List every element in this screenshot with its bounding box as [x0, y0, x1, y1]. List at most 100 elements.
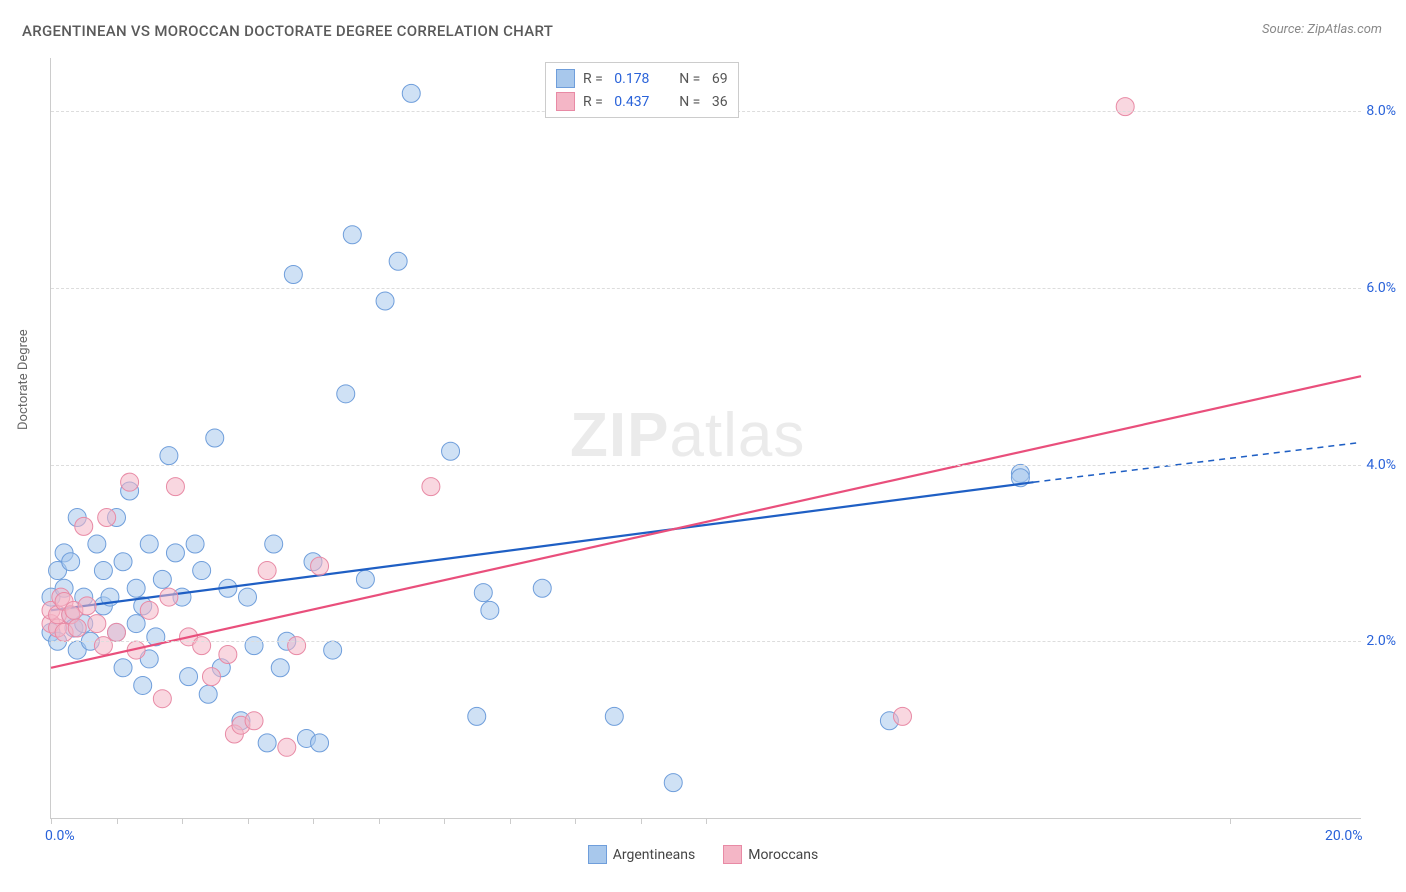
scatter-point	[481, 601, 499, 619]
legend-swatch	[556, 92, 575, 111]
scatter-point	[98, 509, 116, 527]
legend-series-label: Argentineans	[613, 847, 695, 863]
scatter-point	[468, 707, 486, 725]
legend-swatch	[556, 69, 575, 88]
scatter-point	[140, 601, 158, 619]
x-tick-mark	[510, 818, 511, 824]
scatter-point	[180, 668, 198, 686]
legend-n-value: 36	[712, 94, 728, 110]
scatter-point	[324, 641, 342, 659]
scatter-point	[402, 84, 420, 102]
y-tick-label: 2.0%	[1366, 633, 1396, 649]
x-tick-mark	[117, 818, 118, 824]
scatter-point	[337, 385, 355, 403]
scatter-point	[134, 676, 152, 694]
legend-swatch	[588, 845, 607, 864]
x-tick-mark	[51, 818, 52, 824]
trend-line-extrapolated	[1034, 442, 1362, 482]
y-tick-label: 8.0%	[1366, 103, 1396, 119]
scatter-point	[78, 597, 96, 615]
scatter-point	[311, 557, 329, 575]
scatter-point	[153, 570, 171, 588]
scatter-point	[376, 292, 394, 310]
y-tick-label: 6.0%	[1366, 280, 1396, 296]
scatter-point	[193, 637, 211, 655]
y-axis-label: Doctorate Degree	[16, 329, 31, 430]
trend-line	[51, 376, 1361, 668]
legend-r-value: 0.178	[614, 71, 664, 87]
x-tick-mark	[1230, 818, 1231, 824]
x-tick-mark	[444, 818, 445, 824]
scatter-point	[288, 637, 306, 655]
x-tick-mark	[575, 818, 576, 824]
scatter-point	[271, 659, 289, 677]
scatter-point	[127, 615, 145, 633]
scatter-point	[166, 544, 184, 562]
scatter-point	[219, 646, 237, 664]
scatter-point	[284, 266, 302, 284]
x-tick-mark	[706, 818, 707, 824]
scatter-point	[239, 588, 257, 606]
y-tick-label: 4.0%	[1366, 457, 1396, 473]
scatter-point	[199, 685, 217, 703]
legend-swatch	[723, 845, 742, 864]
scatter-point	[114, 659, 132, 677]
series-legend: Argentineans Moroccans	[0, 845, 1406, 868]
x-tick-mark	[313, 818, 314, 824]
scatter-point	[442, 442, 460, 460]
scatter-point	[343, 226, 361, 244]
gridline	[51, 465, 1361, 466]
scatter-point	[664, 774, 682, 792]
x-tick-label: 20.0%	[1325, 828, 1363, 844]
scatter-point	[278, 738, 296, 756]
gridline	[51, 288, 1361, 289]
scatter-point	[389, 252, 407, 270]
chart-svg	[51, 58, 1361, 818]
scatter-point	[533, 579, 551, 597]
source-attribution: Source: ZipAtlas.com	[1262, 22, 1382, 37]
scatter-point	[265, 535, 283, 553]
legend-r-value: 0.437	[614, 94, 664, 110]
scatter-point	[75, 517, 93, 535]
scatter-point	[88, 535, 106, 553]
legend-series-item: Argentineans	[588, 845, 695, 864]
scatter-point	[160, 588, 178, 606]
x-tick-label: 0.0%	[45, 828, 75, 844]
scatter-point	[605, 707, 623, 725]
scatter-point	[474, 584, 492, 602]
scatter-point	[88, 615, 106, 633]
x-tick-mark	[182, 818, 183, 824]
scatter-point	[153, 690, 171, 708]
scatter-point	[62, 553, 80, 571]
correlation-legend: R = 0.178 N = 69 R = 0.437 N = 36	[545, 62, 739, 118]
scatter-point	[186, 535, 204, 553]
gridline	[51, 641, 1361, 642]
legend-n-label: N =	[672, 94, 704, 110]
plot-area	[50, 58, 1361, 819]
scatter-point	[94, 562, 112, 580]
scatter-point	[245, 637, 263, 655]
legend-r-label: R =	[583, 94, 606, 110]
scatter-point	[311, 734, 329, 752]
scatter-point	[193, 562, 211, 580]
scatter-point	[160, 447, 178, 465]
legend-n-label: N =	[672, 71, 704, 87]
legend-n-value: 69	[712, 71, 728, 87]
legend-series-label: Moroccans	[748, 847, 818, 863]
scatter-point	[258, 562, 276, 580]
legend-correlation-row: R = 0.178 N = 69	[556, 67, 728, 90]
scatter-point	[166, 478, 184, 496]
scatter-point	[127, 579, 145, 597]
x-tick-mark	[379, 818, 380, 824]
scatter-point	[1116, 98, 1134, 116]
scatter-point	[94, 637, 112, 655]
scatter-point	[202, 668, 220, 686]
scatter-point	[114, 553, 132, 571]
scatter-point	[121, 473, 139, 491]
scatter-point	[894, 707, 912, 725]
scatter-point	[422, 478, 440, 496]
x-tick-mark	[641, 818, 642, 824]
scatter-point	[206, 429, 224, 447]
scatter-point	[140, 535, 158, 553]
scatter-point	[245, 712, 263, 730]
